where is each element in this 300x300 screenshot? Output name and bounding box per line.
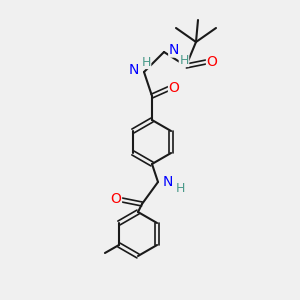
Text: H: H	[141, 56, 151, 68]
Text: N: N	[169, 43, 179, 57]
Text: H: H	[179, 53, 189, 67]
Text: N: N	[163, 175, 173, 189]
Text: O: O	[207, 55, 218, 69]
Text: H: H	[175, 182, 185, 194]
Text: O: O	[111, 192, 122, 206]
Text: N: N	[129, 63, 139, 77]
Text: O: O	[169, 81, 179, 95]
